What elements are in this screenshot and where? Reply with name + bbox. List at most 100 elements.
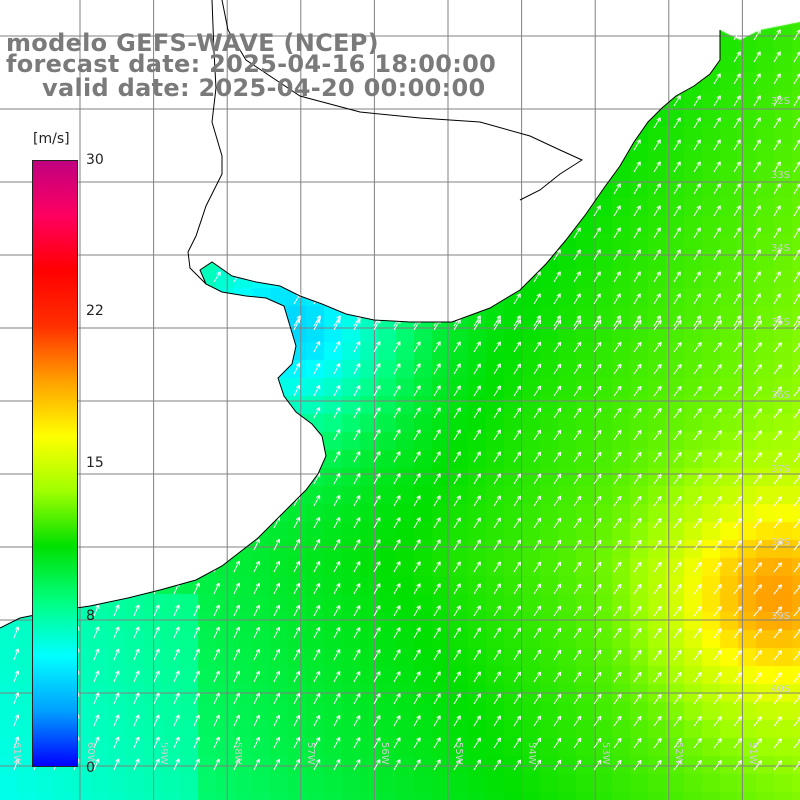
wind-arrow	[733, 386, 742, 397]
wind-arrow	[473, 315, 481, 327]
wind-arrow	[413, 583, 421, 595]
wind-arrow	[193, 670, 200, 683]
wind-arrow	[753, 628, 763, 639]
wind-arrow	[653, 319, 662, 331]
wind-arrow	[613, 363, 622, 375]
wind-arrow	[733, 293, 741, 305]
wind-arrow	[633, 341, 642, 353]
wind-arrow	[713, 738, 722, 749]
latitude-label: 37S	[771, 463, 791, 475]
wind-arrow	[553, 715, 562, 727]
wind-arrow	[153, 648, 160, 661]
latitude-label: 38S	[771, 537, 791, 548]
wind-arrow	[353, 583, 361, 595]
wind-arrow	[413, 561, 421, 573]
wind-arrow	[693, 430, 702, 441]
wind-arrow	[693, 474, 702, 485]
wind-arrow	[373, 759, 381, 771]
wind-arrow	[293, 736, 301, 749]
wind-arrow	[533, 583, 542, 595]
wind-arrow	[413, 693, 421, 705]
wind-arrow	[93, 714, 100, 727]
wind-arrow	[733, 584, 742, 595]
wind-arrow	[493, 407, 501, 419]
wind-arrow	[333, 539, 341, 551]
wind-arrow	[333, 561, 341, 573]
wind-arrow	[633, 561, 642, 573]
wind-arrow	[333, 605, 341, 617]
wind-arrow	[373, 737, 381, 749]
wind-arrow	[433, 517, 441, 529]
wind-arrow	[353, 407, 361, 419]
wind-arrow	[313, 736, 321, 749]
latitude-label: 36S	[771, 390, 791, 401]
wind-arrow	[93, 670, 100, 683]
wind-arrow	[793, 117, 800, 129]
wind-arrow	[633, 583, 642, 595]
wind-arrow	[373, 495, 381, 507]
wind-arrow	[333, 517, 341, 529]
wind-arrow	[473, 385, 481, 397]
wind-arrow	[773, 364, 783, 375]
wind-arrow	[653, 161, 661, 173]
wind-arrow	[753, 271, 761, 283]
wind-arrow	[413, 407, 421, 419]
wind-arrow	[433, 605, 441, 617]
wind-arrow	[793, 139, 800, 151]
wind-arrow	[533, 649, 542, 661]
wind-arrow	[313, 626, 321, 639]
wind-arrow	[193, 736, 200, 749]
wind-arrow	[473, 759, 481, 771]
wind-arrow	[333, 341, 341, 353]
wind-arrow	[213, 648, 220, 661]
wind-arrow	[333, 473, 341, 485]
wind-arrow	[373, 693, 381, 705]
latitude-label: 40S	[771, 684, 791, 695]
wind-arrow	[773, 139, 781, 151]
wind-arrow	[653, 249, 661, 261]
wind-arrow	[473, 429, 481, 441]
wind-arrow	[133, 670, 140, 683]
wind-arrow	[613, 605, 622, 617]
wind-arrow	[653, 715, 662, 727]
wind-arrow	[433, 363, 441, 375]
wind-arrow	[413, 759, 421, 771]
wind-arrow	[673, 249, 681, 261]
wind-arrow	[553, 429, 562, 441]
wind-arrow	[433, 341, 441, 353]
wind-arrow	[773, 161, 781, 173]
wind-arrow	[413, 737, 421, 749]
wind-arrow	[533, 495, 542, 507]
wind-arrow	[553, 249, 561, 261]
wind-arrow	[713, 227, 721, 239]
wind-arrow	[133, 626, 140, 639]
wind-arrow	[633, 139, 641, 151]
wind-arrow	[773, 95, 781, 107]
wind-arrow	[613, 561, 622, 573]
wind-arrow	[113, 670, 120, 683]
wind-arrow	[653, 451, 662, 463]
coastline-path	[0, 30, 721, 629]
wind-arrow	[673, 183, 681, 195]
wind-arrow	[273, 714, 281, 727]
wind-arrow	[633, 517, 642, 529]
wind-arrow	[733, 408, 742, 419]
wind-arrow	[453, 759, 461, 771]
wind-arrow	[153, 758, 160, 771]
wind-arrow	[573, 385, 582, 397]
wind-arrow	[753, 205, 761, 217]
wind-arrow	[473, 605, 481, 617]
wind-arrow	[493, 495, 501, 507]
wind-arrow	[253, 714, 260, 727]
wind-arrow	[753, 606, 763, 617]
wind-arrow	[713, 73, 721, 85]
wind-arrow	[253, 670, 260, 683]
wind-arrow	[773, 716, 783, 727]
wind-arrow	[613, 341, 622, 353]
wind-arrow	[753, 760, 763, 771]
wind-arrow	[473, 473, 481, 485]
wind-arrow	[393, 385, 401, 397]
wind-arrow	[793, 205, 800, 217]
wind-arrow	[713, 117, 721, 129]
wind-arrow	[413, 315, 421, 327]
